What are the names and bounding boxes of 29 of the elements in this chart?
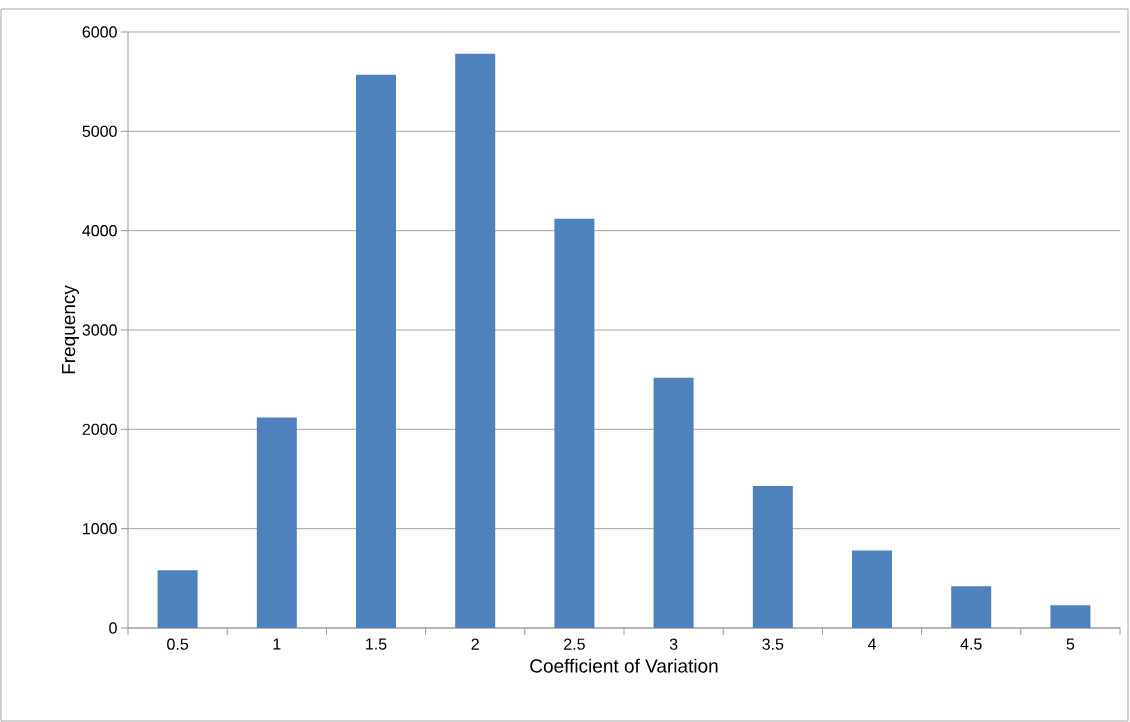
bar — [157, 570, 198, 628]
x-tick-label: 2 — [471, 638, 479, 650]
x-tick-label: 4 — [867, 638, 876, 650]
y-tick-label: 1000 — [83, 522, 117, 535]
y-tick-label: 4000 — [82, 225, 117, 237]
bar — [455, 53, 496, 628]
x-tick-label: 3 — [669, 638, 678, 650]
bar — [256, 417, 297, 628]
y-tick-label: 2000 — [82, 423, 117, 435]
y-tick-label: 3000 — [82, 324, 117, 336]
bar — [356, 74, 397, 628]
bar — [1050, 605, 1091, 628]
x-tick-label: 0.5 — [167, 638, 189, 650]
y-tick-label: 5000 — [82, 125, 117, 137]
bar — [752, 485, 793, 628]
bar — [653, 377, 694, 628]
x-tick-label: 1 — [273, 638, 281, 650]
bar — [951, 586, 992, 628]
x-axis-title: Coefficient of Variation — [530, 658, 718, 673]
y-tick-label: 6000 — [82, 26, 117, 38]
x-tick-label: 2.5 — [564, 638, 585, 650]
bar — [852, 550, 893, 628]
x-tick-label: 4.5 — [960, 638, 982, 650]
x-tick-label: 1.5 — [366, 638, 387, 650]
bar — [554, 218, 595, 628]
y-axis-title: Frequency — [62, 285, 80, 374]
x-tick-label: 3.5 — [762, 638, 784, 650]
y-tick-label: 0 — [109, 622, 117, 634]
x-tick-label: 5 — [1066, 638, 1075, 650]
